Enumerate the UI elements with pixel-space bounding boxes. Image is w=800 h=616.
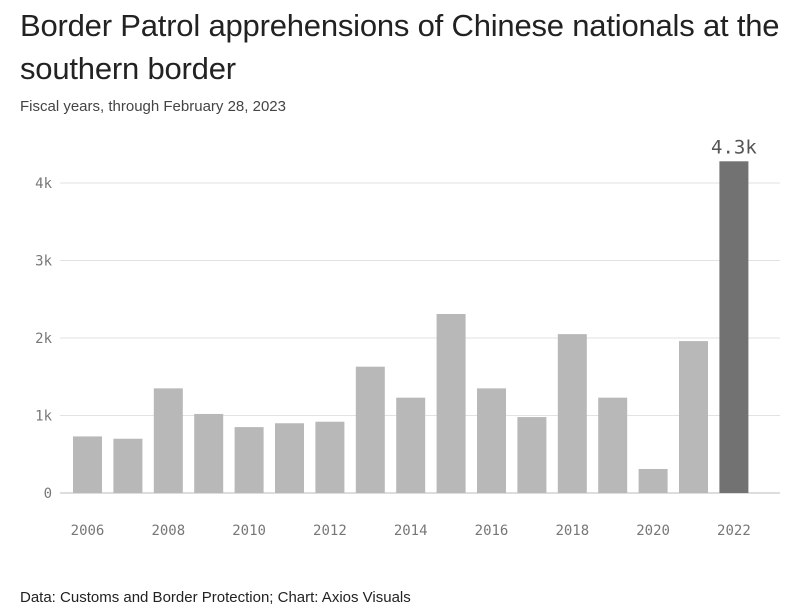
bar-2015 <box>436 313 466 493</box>
bar-2017 <box>517 417 547 493</box>
x-tick-label: 2018 <box>555 523 589 539</box>
y-tick-label: 2k <box>35 331 52 347</box>
bar-2018 <box>557 334 587 493</box>
x-tick-label: 2022 <box>717 523 751 539</box>
data-labels: 4.3k <box>711 136 757 158</box>
y-axis-ticks: 0 1k 2k 3k 4k <box>35 176 52 502</box>
x-tick-label: 2020 <box>636 523 670 539</box>
bar-2019 <box>598 397 628 493</box>
bar-2016 <box>477 388 506 493</box>
source-note: Data: Customs and Border Protection; Cha… <box>20 589 411 606</box>
bar-2010 <box>234 427 264 493</box>
x-tick-label: 2012 <box>313 523 347 539</box>
data-label-2022: 4.3k <box>711 136 757 158</box>
bar-2022 <box>719 161 749 494</box>
bar-2014 <box>396 397 426 493</box>
y-tick-label: 4k <box>35 176 52 192</box>
bar-2011 <box>275 423 304 493</box>
bar-2021 <box>679 341 708 493</box>
x-tick-label: 2014 <box>394 523 428 539</box>
x-tick-label: 2008 <box>151 523 185 539</box>
bar-2013 <box>355 366 385 493</box>
bar-2008 <box>153 388 183 493</box>
y-tick-label: 3k <box>35 254 52 270</box>
x-axis-ticks: 2006 2008 2010 2012 2014 2016 2018 2020 2022 <box>71 523 751 539</box>
bar-2020 <box>638 468 668 493</box>
x-tick-label: 2010 <box>232 523 266 539</box>
bar-2006 <box>73 436 102 493</box>
chart-title: Border Patrol apprehensions of Chinese n… <box>20 8 780 86</box>
bar-2007 <box>113 438 143 493</box>
bar-2009 <box>194 413 224 493</box>
x-tick-label: 2016 <box>475 523 509 539</box>
y-tick-label: 0 <box>44 486 52 502</box>
y-tick-label: 1k <box>35 409 52 425</box>
bars <box>73 161 749 494</box>
bar-2012 <box>315 421 345 493</box>
x-tick-label: 2006 <box>71 523 105 539</box>
chart-subtitle: Fiscal years, through February 28, 2023 <box>20 98 286 115</box>
